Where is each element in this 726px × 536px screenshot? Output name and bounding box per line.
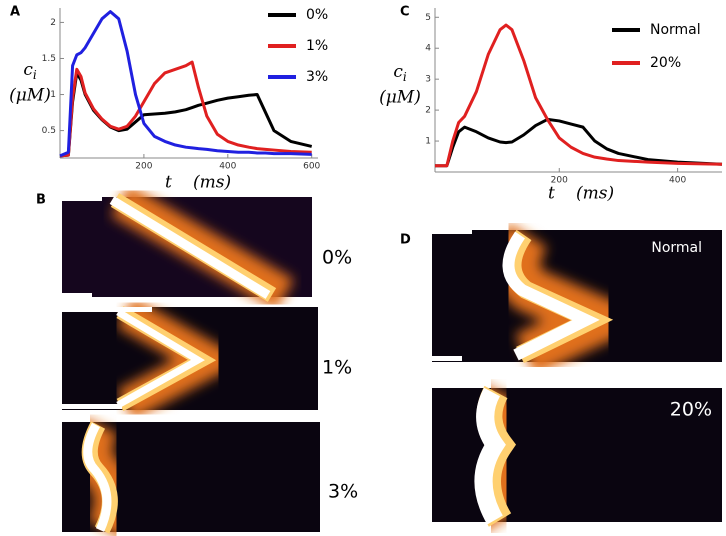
heatmap-label: 20% <box>670 399 712 421</box>
panel-label: A <box>10 5 20 20</box>
y-tick-label: 5 <box>425 13 431 23</box>
y-axis-subscript: i <box>33 68 37 82</box>
x-axis-symbol: t <box>165 173 172 193</box>
panel-label: C <box>400 5 410 20</box>
panel-label: B <box>36 193 46 208</box>
x-tick-label: 400 <box>219 162 236 172</box>
data-line <box>59 10 312 158</box>
x-tick-label: 400 <box>669 176 686 186</box>
y-axis-label: ci <box>393 62 407 84</box>
data-line <box>435 23 723 168</box>
y-axis-label: ci <box>23 60 37 82</box>
legend-label: 0% <box>306 7 328 23</box>
x-tick-label: 600 <box>303 162 320 172</box>
y-tick-label: 1 <box>50 90 56 100</box>
heatmap-label: Normal <box>651 240 702 256</box>
heatmap-label: 1% <box>322 357 352 379</box>
x-axis-unit: (ms) <box>193 173 231 193</box>
heatmap <box>432 222 722 376</box>
y-axis-unit: (μM) <box>9 86 51 106</box>
x-axis-unit: (ms) <box>576 184 614 204</box>
y-tick-label: 4 <box>425 44 431 54</box>
x-axis-symbol: t <box>548 184 555 204</box>
heatmap-label: 3% <box>328 481 358 503</box>
y-tick-label: 2 <box>50 18 56 28</box>
y-tick-label: 1 <box>425 137 431 147</box>
y-tick-label: 0.5 <box>42 126 56 136</box>
y-axis-symbol: c <box>393 62 403 82</box>
heatmap <box>62 297 318 421</box>
data-line <box>59 60 312 158</box>
data-line <box>435 117 723 168</box>
legend-label: 20% <box>650 55 681 71</box>
y-tick-label: 1.5 <box>42 54 56 64</box>
x-tick-label: 200 <box>551 176 568 186</box>
heatmap <box>432 377 722 536</box>
legend-label: 3% <box>306 69 328 85</box>
x-tick-label: 200 <box>135 162 152 172</box>
heatmap <box>62 416 320 536</box>
y-axis-unit: (μM) <box>379 88 421 108</box>
y-axis-symbol: c <box>23 60 33 80</box>
y-tick-label: 3 <box>425 75 431 85</box>
y-axis-subscript: i <box>403 70 407 84</box>
heatmap <box>62 184 312 311</box>
legend-label: 1% <box>306 38 328 54</box>
legend-label: Normal <box>650 22 701 38</box>
panel-label: D <box>400 233 411 248</box>
heatmap-label: 0% <box>322 247 352 269</box>
y-tick-label: 2 <box>425 106 431 116</box>
